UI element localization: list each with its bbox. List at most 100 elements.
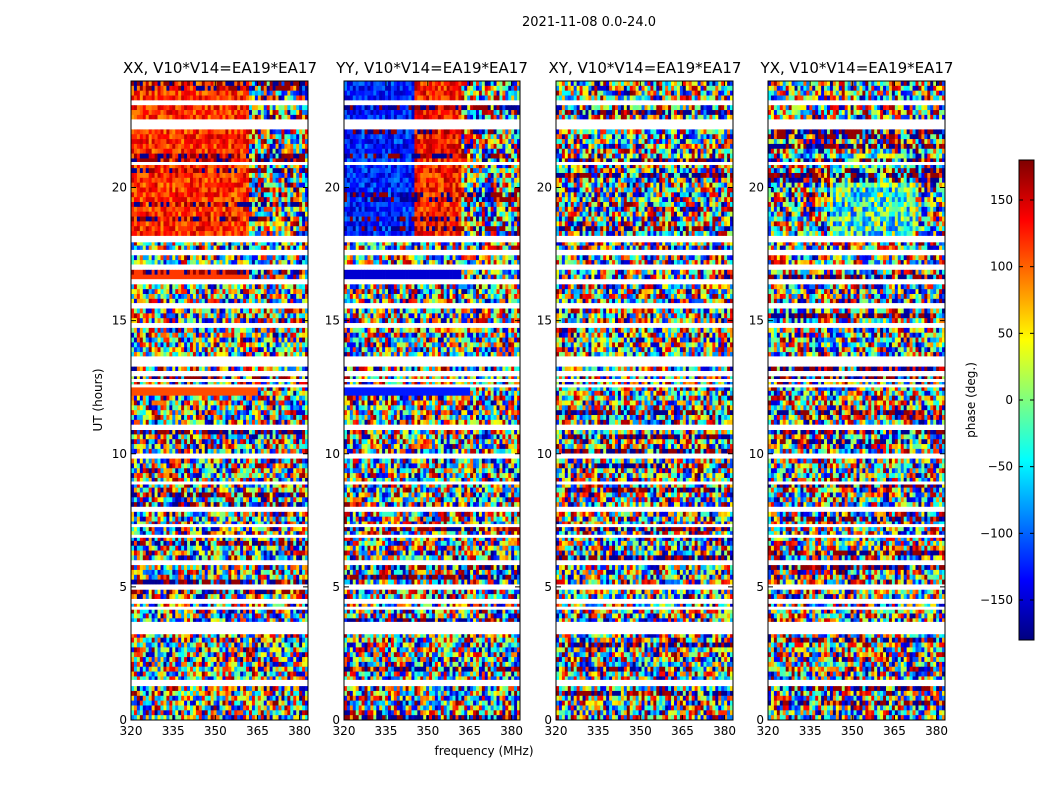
- colorbar-tick-label: 150: [990, 193, 1013, 207]
- flagged-row: [131, 250, 308, 253]
- y-tick-label: 0: [756, 713, 764, 727]
- flagged-row: [344, 507, 520, 510]
- x-tick-label: 335: [162, 724, 185, 738]
- x-tick-label: 350: [204, 724, 227, 738]
- flagged-row: [344, 600, 520, 603]
- flagged-row: [556, 561, 733, 564]
- y-axis-label: UT (hours): [91, 368, 105, 431]
- flagged-row: [344, 238, 520, 241]
- flagged-row: [131, 362, 308, 365]
- x-tick-label: 380: [288, 724, 311, 738]
- flagged-row: [768, 507, 945, 510]
- x-tick-label: 380: [500, 724, 523, 738]
- flagged-row: [768, 607, 945, 610]
- flagged-row: [768, 600, 945, 603]
- flagged-row: [768, 683, 945, 686]
- flagged-row: [556, 631, 733, 634]
- x-tick-label: 350: [841, 724, 864, 738]
- flagged-row: [131, 162, 308, 165]
- panel-title-yx: YX, V10*V14=EA19*EA17: [760, 59, 954, 77]
- flagged-row: [344, 680, 520, 683]
- flagged-row: [344, 631, 520, 634]
- flagged-row: [768, 629, 945, 632]
- panel-title-yy: YY, V10*V14=EA19*EA17: [335, 59, 528, 77]
- panel-xx: XX, V10*V14=EA19*EA17 320 335 350 365 380051…: [112, 59, 317, 738]
- y-tick-label: 20: [537, 181, 552, 195]
- flagged-row: [131, 622, 308, 625]
- flagged-row: [556, 101, 733, 104]
- flagged-row: [344, 162, 520, 165]
- colorbar-tick-label: 50: [998, 326, 1013, 340]
- panel-yy: YY, V10*V14=EA19*EA17 320 335 350 365 380051…: [325, 59, 528, 738]
- y-tick-label: 15: [749, 314, 764, 328]
- flagged-row: [768, 524, 945, 527]
- flagged-row: [131, 680, 308, 683]
- flagged-row: [768, 379, 945, 382]
- flagged-row: [556, 680, 733, 683]
- flagged-row: [344, 250, 520, 253]
- flagged-row: [556, 356, 733, 359]
- flagged-row: [131, 607, 308, 610]
- y-tick-label: 10: [537, 447, 552, 461]
- flagged-row: [344, 524, 520, 527]
- colorbar-tick-label: −100: [980, 526, 1013, 540]
- flagged-row: [344, 535, 520, 538]
- colorbar-label: phase (deg.): [964, 362, 978, 438]
- y-tick-label: 5: [119, 580, 127, 594]
- flagged-row: [344, 356, 520, 359]
- flagged-row: [556, 125, 733, 128]
- flagged-row: [131, 427, 308, 430]
- flagged-row: [344, 622, 520, 625]
- flagged-row: [768, 238, 945, 241]
- y-tick-label: 15: [112, 314, 127, 328]
- flagged-row: [131, 524, 308, 527]
- flagged-row: [768, 279, 945, 282]
- panel-title-xy: XY, V10*V14=EA19*EA17: [549, 59, 742, 77]
- flagged-row: [556, 683, 733, 686]
- figure-title: 2021-11-08 0.0-24.0: [522, 15, 656, 30]
- flagged-row: [556, 622, 733, 625]
- flagged-row: [344, 629, 520, 632]
- colorbar-tick-label: 100: [990, 260, 1013, 274]
- flagged-row: [344, 561, 520, 564]
- flagged-row: [344, 101, 520, 104]
- flagged-row: [344, 265, 520, 268]
- y-tick-label: 15: [537, 314, 552, 328]
- flagged-row: [768, 162, 945, 165]
- heatmap-yx: [768, 81, 945, 720]
- flagged-row: [131, 125, 308, 128]
- figure: 2021-11-08 0.0-24.0 XX, V10*V14=EA19*EA1…: [0, 0, 1050, 800]
- x-tick-label: 365: [883, 724, 906, 738]
- flagged-row: [556, 587, 733, 590]
- flagged-row: [768, 101, 945, 104]
- flagged-row: [556, 371, 733, 374]
- flagged-row: [556, 265, 733, 268]
- y-tick-label: 0: [119, 713, 127, 727]
- flagged-row: [556, 250, 733, 253]
- y-tick-label: 5: [544, 580, 552, 594]
- flagged-row: [768, 250, 945, 253]
- flagged-row: [556, 607, 733, 610]
- flagged-row: [768, 362, 945, 365]
- x-tick-label: 365: [246, 724, 269, 738]
- x-tick-label: 380: [925, 724, 948, 738]
- x-tick-label: 335: [587, 724, 610, 738]
- flagged-row: [768, 265, 945, 268]
- flagged-row: [344, 125, 520, 128]
- flagged-row: [131, 600, 308, 603]
- flagged-row: [556, 535, 733, 538]
- flagged-row: [344, 303, 520, 306]
- flagged-row: [768, 454, 945, 457]
- y-tick-label: 20: [325, 181, 340, 195]
- y-tick-label: 10: [749, 447, 764, 461]
- flagged-row: [556, 279, 733, 282]
- flagged-row: [768, 371, 945, 374]
- flagged-row: [344, 279, 520, 282]
- flagged-row: [344, 371, 520, 374]
- x-tick-label: 380: [713, 724, 736, 738]
- flagged-row: [131, 371, 308, 374]
- panel-yx: YX, V10*V14=EA19*EA17 320 335 350 365 380051…: [749, 59, 954, 738]
- flagged-row: [344, 362, 520, 365]
- flagged-row: [768, 119, 945, 122]
